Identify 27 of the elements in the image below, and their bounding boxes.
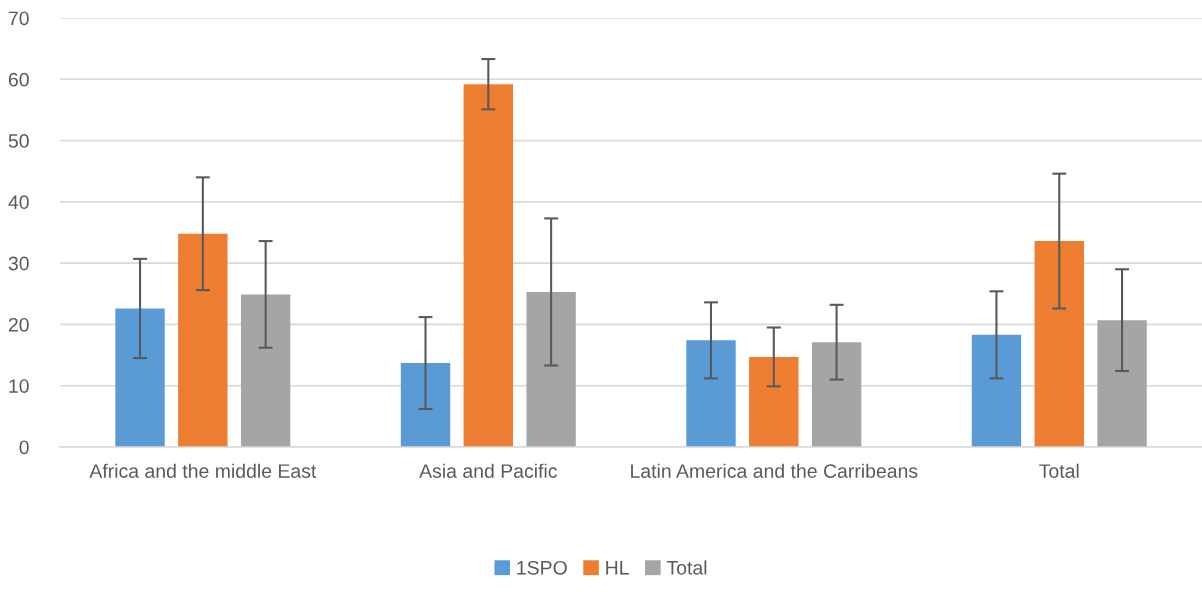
bar xyxy=(686,340,736,447)
bar xyxy=(749,356,799,447)
bar xyxy=(811,342,862,447)
bar xyxy=(971,334,1022,447)
bar xyxy=(1097,320,1147,447)
x-tick-label: Total xyxy=(1039,463,1079,478)
y-tick-label: 70 xyxy=(8,11,29,26)
x-tick-label: Latin America and the Carribeans xyxy=(631,463,918,478)
y-tick-label: 0 xyxy=(19,440,29,455)
y-tick-label: 10 xyxy=(9,379,29,393)
x-tick-label: Africa and the middle East xyxy=(89,463,317,478)
bar xyxy=(240,294,291,447)
legend-label: HL xyxy=(606,561,629,575)
bar xyxy=(1034,241,1084,447)
y-tick-label: 60 xyxy=(8,72,29,87)
x-tick-label: Asia and Pacific xyxy=(419,463,557,478)
bar xyxy=(526,291,576,447)
legend-label: Total xyxy=(666,560,707,575)
y-tick-label: 30 xyxy=(8,256,29,271)
bar xyxy=(178,233,228,447)
bar xyxy=(463,84,514,447)
bar xyxy=(400,363,451,447)
y-tick-label: 50 xyxy=(8,134,29,148)
bar xyxy=(115,308,165,447)
y-tick-label: 20 xyxy=(8,317,29,332)
legend-label: 1SPO xyxy=(517,560,567,575)
y-tick-label: 40 xyxy=(8,195,29,210)
